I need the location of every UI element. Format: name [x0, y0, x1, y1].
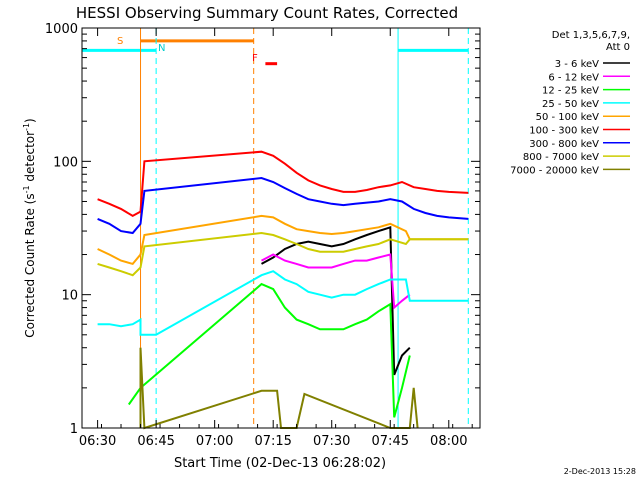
y-tick-label-2: 100	[53, 155, 78, 170]
y-label-sup2: -1	[22, 123, 31, 131]
y-label-mid: detector	[23, 131, 37, 186]
x-tick-label-0: 06:30	[79, 434, 116, 449]
y-tick-label-3: 1000	[45, 22, 78, 37]
legend-title-line2: Att 0	[606, 42, 630, 53]
legend-label-4: 50 - 100 keV	[536, 112, 600, 123]
legend-label-3: 25 - 50 keV	[542, 99, 599, 110]
legend-label-2: 12 - 25 keV	[542, 86, 599, 97]
x-tick-label-2: 07:00	[196, 434, 233, 449]
legend-label-6: 300 - 800 keV	[529, 139, 599, 150]
x-tick-label-6: 08:00	[430, 434, 467, 449]
x-tick-label-3: 07:15	[254, 434, 291, 449]
x-axis-label: Start Time (02-Dec-13 06:28:02)	[174, 456, 386, 471]
y-label-main: Corrected Count Rate (s	[23, 193, 37, 337]
series-line-7	[97, 231, 469, 277]
series-line-8	[139, 347, 419, 430]
flag-label-night: N	[158, 43, 165, 54]
legend-label-7: 800 - 7000 keV	[523, 152, 599, 163]
y-axis-ticks: 1 10 100 1000	[45, 22, 480, 437]
series-line-6	[97, 176, 469, 235]
chart-title: HESSI Observing Summary Count Rates, Cor…	[76, 4, 458, 22]
data-series	[97, 150, 469, 430]
flag-label-flare: F	[252, 53, 258, 64]
series-line-5	[97, 150, 469, 218]
series-line-4	[97, 214, 469, 266]
footer-timestamp: 2-Dec-2013 15:28	[564, 467, 636, 476]
legend: 3 - 6 keV 6 - 12 keV 12 - 25 keV 25 - 50 ke…	[510, 59, 630, 176]
x-axis-ticks: 06:30 06:45 07:00 07:15 07:30 07:45 08:00	[79, 28, 473, 449]
series-line-0	[261, 225, 411, 376]
y-tick-label-0: 1	[70, 422, 78, 437]
flag-label-saa: S	[117, 36, 123, 47]
x-tick-label-5: 07:45	[372, 434, 409, 449]
y-axis-label: Corrected Count Rate (s-1 detector-1)	[22, 118, 37, 337]
plot-frame	[81, 27, 481, 429]
legend-label-8: 7000 - 20000 keV	[510, 165, 599, 176]
x-tick-label-4: 07:30	[313, 434, 350, 449]
series-line-2	[127, 282, 411, 418]
legend-title-line1: Det 1,3,5,6,7,9,	[552, 30, 630, 41]
legend-label-1: 6 - 12 keV	[548, 72, 599, 83]
x-tick-label-1: 06:45	[137, 434, 174, 449]
flag-bars	[82, 39, 469, 66]
legend-label-0: 3 - 6 keV	[555, 59, 599, 70]
legend-label-5: 100 - 300 keV	[529, 126, 599, 137]
y-label-end: )	[23, 118, 37, 123]
series-line-3	[97, 270, 469, 336]
series-line-1	[261, 253, 411, 310]
y-tick-label-1: 10	[61, 289, 78, 304]
y-label-sup1: -1	[22, 185, 31, 193]
